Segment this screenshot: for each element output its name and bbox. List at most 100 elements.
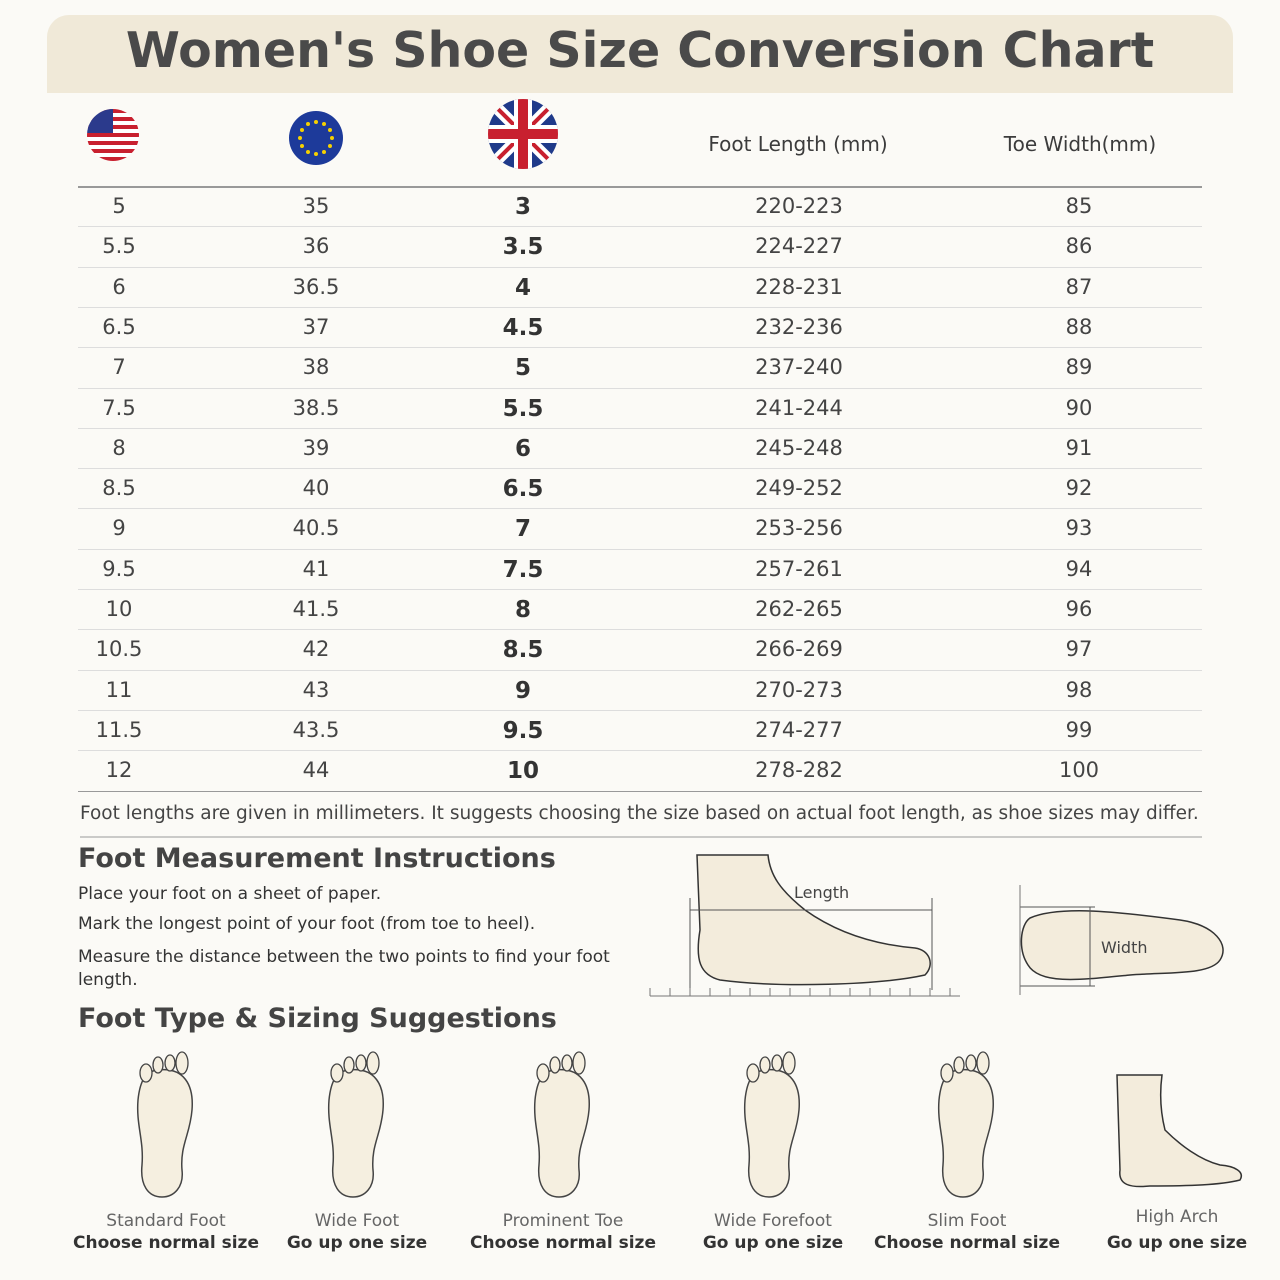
table-cell: 35 <box>302 194 330 218</box>
table-cell: 278-282 <box>755 758 843 783</box>
table-cell: 228-231 <box>755 274 843 299</box>
row-rule <box>78 387 1202 389</box>
table-cell: 85 <box>1065 194 1093 218</box>
row-rule <box>78 508 1202 510</box>
table-cell: 11 <box>105 677 133 702</box>
header-rule <box>78 186 1202 188</box>
table-cell: 6.5 <box>102 314 136 339</box>
table-cell: 10.5 <box>95 637 143 662</box>
table-cell: 9 <box>112 516 126 541</box>
table-cell: 245-248 <box>755 435 843 460</box>
table-note: Foot lengths are given in millimeters. I… <box>80 803 1199 824</box>
foot-type-advice: Go up one size <box>286 1233 428 1253</box>
table-cell: 9 <box>514 677 531 704</box>
table-cell: 41.5 <box>292 597 340 621</box>
table-cell: 237-240 <box>755 355 843 380</box>
table-cell: 3 <box>514 194 531 220</box>
table-cell: 266-269 <box>755 637 843 662</box>
table-cell: 262-265 <box>755 597 843 621</box>
foot-types-title: Foot Type & Sizing Suggestions <box>78 1003 557 1034</box>
table-cell: 88 <box>1065 314 1093 339</box>
table-cell: 232-236 <box>755 314 843 339</box>
table-cell: 7.5 <box>102 395 136 420</box>
high-arch-icon <box>1116 1074 1242 1188</box>
table-cell: 3.5 <box>502 234 544 261</box>
instruction-step: Place your foot on a sheet of paper. <box>78 884 382 904</box>
table-cell: 96 <box>1065 597 1093 621</box>
foot-type-advice: Choose normal size <box>73 1233 259 1253</box>
table-cell: 43 <box>302 677 330 702</box>
table-cell: 4 <box>514 274 531 301</box>
table-cell: 100 <box>1058 758 1100 783</box>
row-rule <box>78 347 1202 349</box>
row-rule <box>78 266 1202 268</box>
table-cell: 42 <box>302 637 330 662</box>
row-rule <box>78 589 1202 590</box>
foot-type-name: High Arch <box>1135 1207 1219 1227</box>
foot-type-advice: Go up one size <box>1106 1233 1248 1253</box>
table-cell: 253-256 <box>755 516 843 541</box>
row-rule <box>78 226 1202 228</box>
table-cell: 97 <box>1065 637 1093 662</box>
uk-flag <box>488 99 558 169</box>
table-cell: 4.5 <box>502 314 544 341</box>
prominent-toe-icon <box>533 1051 590 1198</box>
table-cell: 220-223 <box>755 194 843 218</box>
foot-type-advice: Go up one size <box>702 1233 844 1253</box>
table-cell: 86 <box>1065 234 1093 259</box>
width-diagram <box>1019 885 1224 995</box>
table-cell: 91 <box>1065 435 1093 460</box>
table-cell: 7 <box>514 516 531 543</box>
wide-foot-icon <box>327 1051 384 1198</box>
row-rule <box>78 468 1202 470</box>
table-cell: 93 <box>1065 516 1093 541</box>
foot-type-name: Wide Forefoot <box>714 1211 832 1231</box>
row-rule <box>78 306 1202 308</box>
table-cell: 8 <box>112 435 126 460</box>
row-rule <box>78 629 1202 631</box>
us-flag <box>87 109 139 161</box>
foot-type-advice: Choose normal size <box>874 1233 1060 1253</box>
table-cell: 90 <box>1065 395 1093 420</box>
table-cell: 37 <box>302 314 330 339</box>
row-rule <box>78 709 1202 711</box>
row-rule <box>78 427 1202 429</box>
table-cell: 5 <box>112 194 126 218</box>
table-cell: 9.5 <box>502 717 544 744</box>
foot-type-name: Slim Foot <box>927 1211 1007 1231</box>
wide-forefoot-icon <box>743 1051 800 1198</box>
table-cell: 224-227 <box>755 234 843 259</box>
column-header: Toe Width(mm) <box>1003 132 1157 156</box>
table-cell: 94 <box>1065 556 1093 581</box>
table-cell: 9.5 <box>102 556 136 581</box>
table-cell: 92 <box>1065 476 1093 501</box>
table-cell: 11.5 <box>95 717 143 742</box>
table-cell: 89 <box>1065 355 1093 380</box>
table-cell: 5.5 <box>502 395 544 422</box>
eu-stars <box>298 120 334 156</box>
eu-flag <box>289 111 343 165</box>
table-cell: 249-252 <box>755 476 843 501</box>
column-header: Foot Length (mm) <box>708 132 888 156</box>
row-rule <box>78 750 1202 752</box>
standard-foot-icon <box>136 1051 193 1198</box>
length-diagram <box>649 854 960 997</box>
table-cell: 257-261 <box>755 556 843 581</box>
row-rule <box>78 669 1202 671</box>
table-cell: 43.5 <box>292 717 340 742</box>
table-cell: 40 <box>302 476 330 501</box>
foot-type-name: Prominent Toe <box>502 1211 624 1231</box>
table-cell: 36 <box>302 234 330 259</box>
table-cell: 270-273 <box>755 677 843 702</box>
table-cell: 44 <box>302 758 330 783</box>
table-cell: 38 <box>302 355 330 380</box>
table-cell: 8.5 <box>102 476 136 501</box>
table-cell: 7.5 <box>502 556 544 583</box>
row-rule <box>78 790 1202 792</box>
instruction-step: Mark the longest point of your foot (fro… <box>78 914 536 934</box>
table-cell: 7 <box>112 355 126 380</box>
instructions-title: Foot Measurement Instructions <box>78 843 556 874</box>
length-label: Length <box>794 883 850 902</box>
foot-type-name: Standard Foot <box>106 1211 226 1231</box>
